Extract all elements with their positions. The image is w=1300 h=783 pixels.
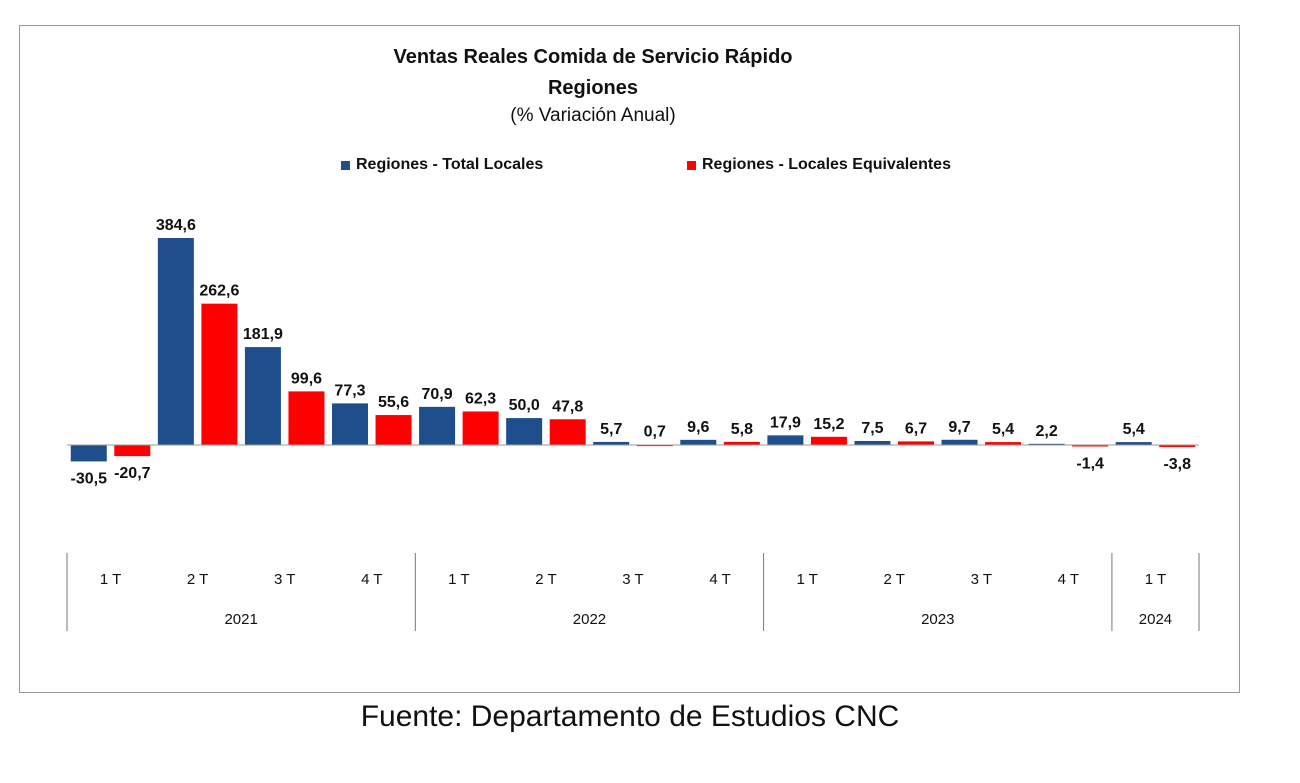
data-label: -1,4: [1076, 456, 1104, 473]
data-label: 15,2: [813, 416, 844, 433]
bar-total-locales: [941, 439, 978, 445]
x-tick-label: 4 T: [709, 571, 730, 588]
data-label: 62,3: [465, 390, 496, 407]
bar-total-locales: [157, 238, 194, 445]
legend-item-total-locales: Regiones - Total Locales: [341, 156, 543, 174]
x-tick-label: 2 T: [535, 571, 556, 588]
bar-locales-equivalentes: [985, 442, 1022, 445]
data-label: 181,9: [243, 326, 283, 343]
bar-locales-equivalentes: [898, 441, 934, 445]
bar-locales-equivalentes: [114, 445, 151, 457]
x-group-label: 2021: [224, 611, 257, 628]
data-label: 55,6: [378, 394, 409, 411]
bar-total-locales: [419, 406, 456, 445]
x-tick-label: 1 T: [1145, 571, 1166, 588]
data-label: 99,6: [291, 370, 322, 387]
data-label: -3,8: [1163, 456, 1191, 473]
bar-total-locales: [1115, 442, 1152, 445]
x-group-label: 2023: [921, 611, 954, 628]
data-label: -20,7: [114, 465, 151, 482]
data-label: 17,9: [770, 414, 801, 431]
legend-label-locales-equivalentes: Regiones - Locales Equivalentes: [702, 156, 951, 173]
data-label: 5,4: [1123, 421, 1145, 438]
x-tick-label: 2 T: [884, 571, 905, 588]
bar-locales-equivalentes: [1159, 445, 1196, 448]
source-note: Fuente: Departamento de Estudios CNC: [360, 700, 900, 733]
data-label: 7,5: [861, 420, 883, 437]
bar-locales-equivalentes: [1072, 445, 1109, 447]
bar-locales-equivalentes: [810, 436, 847, 445]
data-label: 6,7: [905, 420, 927, 437]
x-group-label: 2022: [573, 611, 606, 628]
chart-subtitle: (% Variación Anual): [510, 105, 676, 126]
x-tick-label: 1 T: [100, 571, 121, 588]
legend-label-total-locales: Regiones - Total Locales: [356, 156, 544, 173]
data-label: 5,7: [600, 421, 622, 438]
data-label: -30,5: [71, 470, 108, 487]
bar-total-locales: [854, 440, 891, 445]
legend-swatch-total-locales: [341, 160, 350, 170]
data-label: 262,6: [199, 283, 239, 300]
x-tick-label: 4 T: [361, 571, 382, 588]
bar-total-locales: [332, 403, 368, 445]
bar-total-locales: [680, 439, 717, 445]
bar-total-locales: [506, 418, 543, 445]
x-tick-label: 1 T: [796, 571, 817, 588]
chart-title: Ventas Reales Comida de Servicio Rápido: [393, 46, 793, 68]
data-label: 9,6: [687, 419, 709, 436]
bar-locales-equivalentes: [549, 419, 586, 445]
x-tick-label: 2 T: [187, 571, 208, 588]
legend-swatch-locales-equivalentes: [687, 160, 696, 170]
x-tick-label: 3 T: [622, 571, 643, 588]
data-label: 70,9: [422, 386, 453, 403]
bar-total-locales: [70, 445, 107, 462]
bar-locales-equivalentes: [375, 415, 412, 445]
bar-locales-equivalentes: [288, 391, 325, 445]
data-label: 9,7: [948, 419, 970, 436]
data-label: 0,7: [644, 424, 666, 441]
x-tick-label: 3 T: [971, 571, 992, 588]
data-label: 50,0: [509, 397, 540, 414]
x-tick-label: 1 T: [448, 571, 469, 588]
data-label: 47,8: [552, 398, 583, 415]
bar-locales-equivalentes: [462, 411, 499, 445]
bar-total-locales: [593, 441, 630, 445]
data-label: 384,6: [156, 217, 196, 234]
bar-total-locales: [767, 435, 804, 445]
x-tick-label: 3 T: [274, 571, 295, 588]
chart-title-line2: Regiones: [547, 77, 639, 99]
legend-item-locales-equivalentes: Regiones - Locales Equivalentes: [687, 156, 951, 174]
data-label: 2,2: [1035, 423, 1057, 440]
x-group-label: 2024: [1139, 611, 1172, 628]
bar-locales-equivalentes: [723, 441, 760, 445]
bar-total-locales: [244, 347, 281, 445]
data-label: 5,8: [731, 421, 753, 438]
data-label: 5,4: [992, 421, 1014, 438]
bar-locales-equivalentes: [201, 303, 238, 445]
data-label: 77,3: [334, 382, 365, 399]
x-tick-label: 4 T: [1058, 571, 1079, 588]
